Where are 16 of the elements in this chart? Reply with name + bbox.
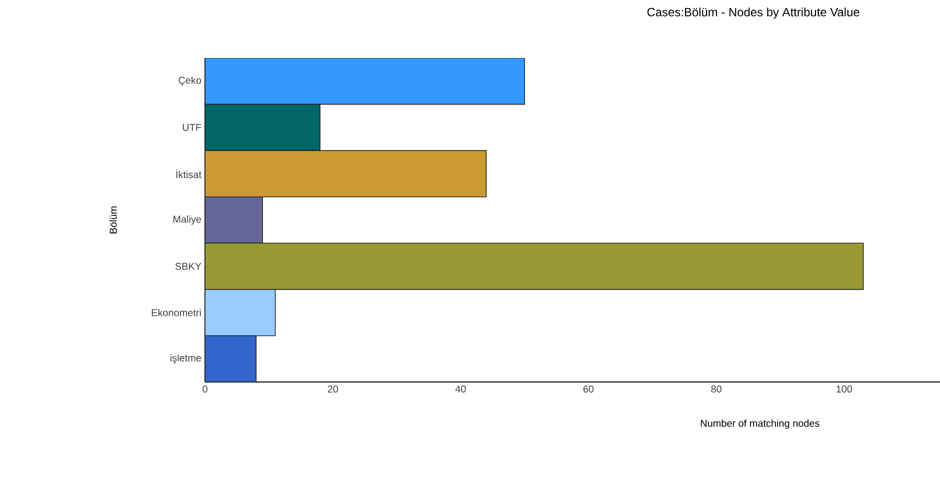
chart-title: Cases:Bölüm - Nodes by Attribute Value: [647, 8, 860, 19]
x-tick-label: 0: [202, 386, 208, 393]
y-tick-label: Maliye: [174, 215, 202, 225]
x-tick-label: 40: [455, 386, 466, 393]
y-tick-label: UTF: [182, 124, 202, 131]
y-tick-label: SBKY: [175, 262, 202, 270]
y-axis-title: Bölüm: [109, 206, 117, 234]
y-tick-label: Çeko: [178, 76, 202, 86]
y-tick-label: İktisat: [176, 169, 202, 178]
x-tick-label: 20: [328, 386, 338, 393]
x-tick-label: 100: [836, 386, 852, 393]
y-tick-label: Ekonometri: [152, 308, 201, 316]
x-tick-label: 60: [583, 386, 594, 393]
x-tick-label: 80: [711, 386, 722, 393]
x-axis-title: Number of matching nodes: [700, 419, 820, 429]
y-tick-label: işletme: [170, 354, 202, 364]
